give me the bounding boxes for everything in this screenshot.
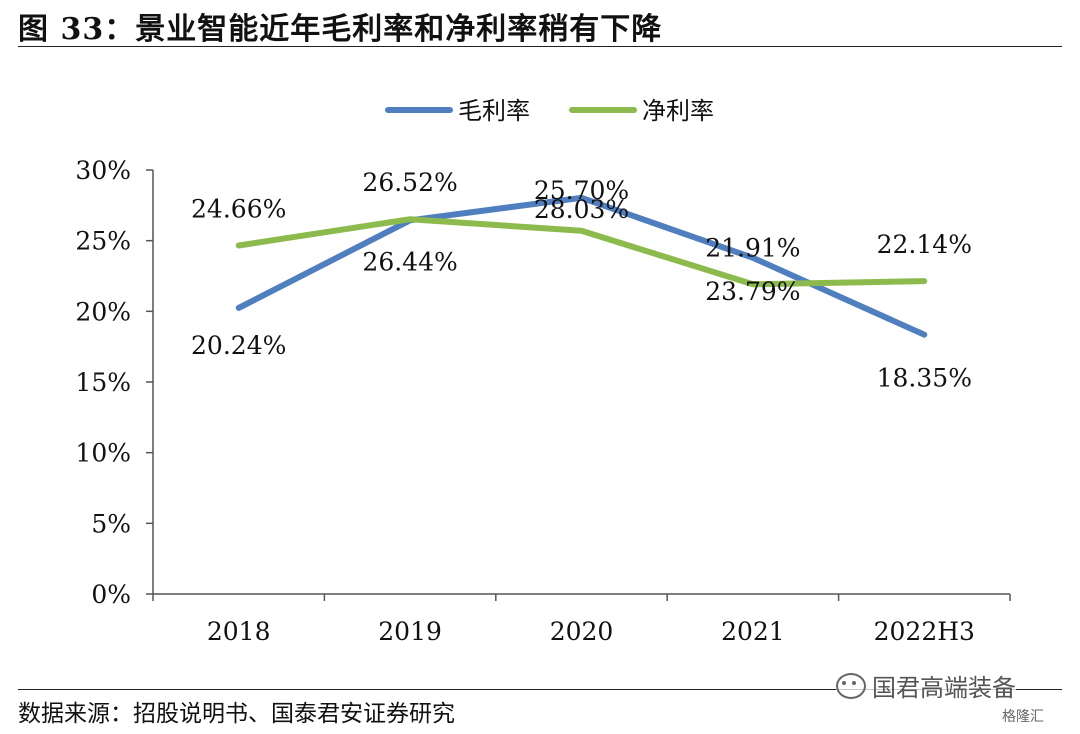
y-tick-label: 30% <box>75 156 131 185</box>
y-tick-label: 5% <box>91 509 131 538</box>
legend-label: 净利率 <box>642 97 714 125</box>
data-label: 25.70% <box>534 176 629 205</box>
data-label: 18.35% <box>877 364 972 393</box>
data-label: 26.52% <box>362 168 457 197</box>
legend-label: 毛利率 <box>458 97 530 125</box>
wechat-icon <box>836 672 866 699</box>
title-rule <box>18 46 1062 47</box>
y-tick-label: 25% <box>75 227 131 256</box>
data-label: 24.66% <box>191 194 286 223</box>
x-tick-label: 2019 <box>378 617 442 646</box>
x-tick-label: 2022H3 <box>874 617 975 646</box>
x-tick-label: 2018 <box>207 617 271 646</box>
data-label: 20.24% <box>191 331 286 360</box>
figure-title: 图 33：景业智能近年毛利率和净利率稍有下降 <box>18 12 663 47</box>
watermark-logo: 格隆汇 <box>1002 709 1044 725</box>
watermark: 国君高端装备 <box>836 668 1016 703</box>
data-label: 28.03% <box>534 195 629 224</box>
y-tick-label: 0% <box>91 580 131 609</box>
data-label: 22.14% <box>877 230 972 259</box>
data-label: 23.79% <box>705 277 800 306</box>
watermark-text: 国君高端装备 <box>872 674 1016 702</box>
y-tick-label: 20% <box>75 297 131 326</box>
y-tick-label: 10% <box>75 439 131 468</box>
data-source-note: 数据来源：招股说明书、国泰君安证券研究 <box>18 701 455 727</box>
x-tick-label: 2021 <box>721 617 785 646</box>
data-label: 26.44% <box>362 247 457 276</box>
y-tick-label: 15% <box>75 368 131 397</box>
data-label: 21.91% <box>705 233 800 262</box>
line-chart: 0% 5% 10% 15% 20% 25% 30% 2018 2019 2020 2021 2022H… <box>75 97 1011 646</box>
source-rule <box>18 689 1062 690</box>
series-line-net-margin <box>235 216 928 288</box>
x-tick-label: 2020 <box>550 617 614 646</box>
